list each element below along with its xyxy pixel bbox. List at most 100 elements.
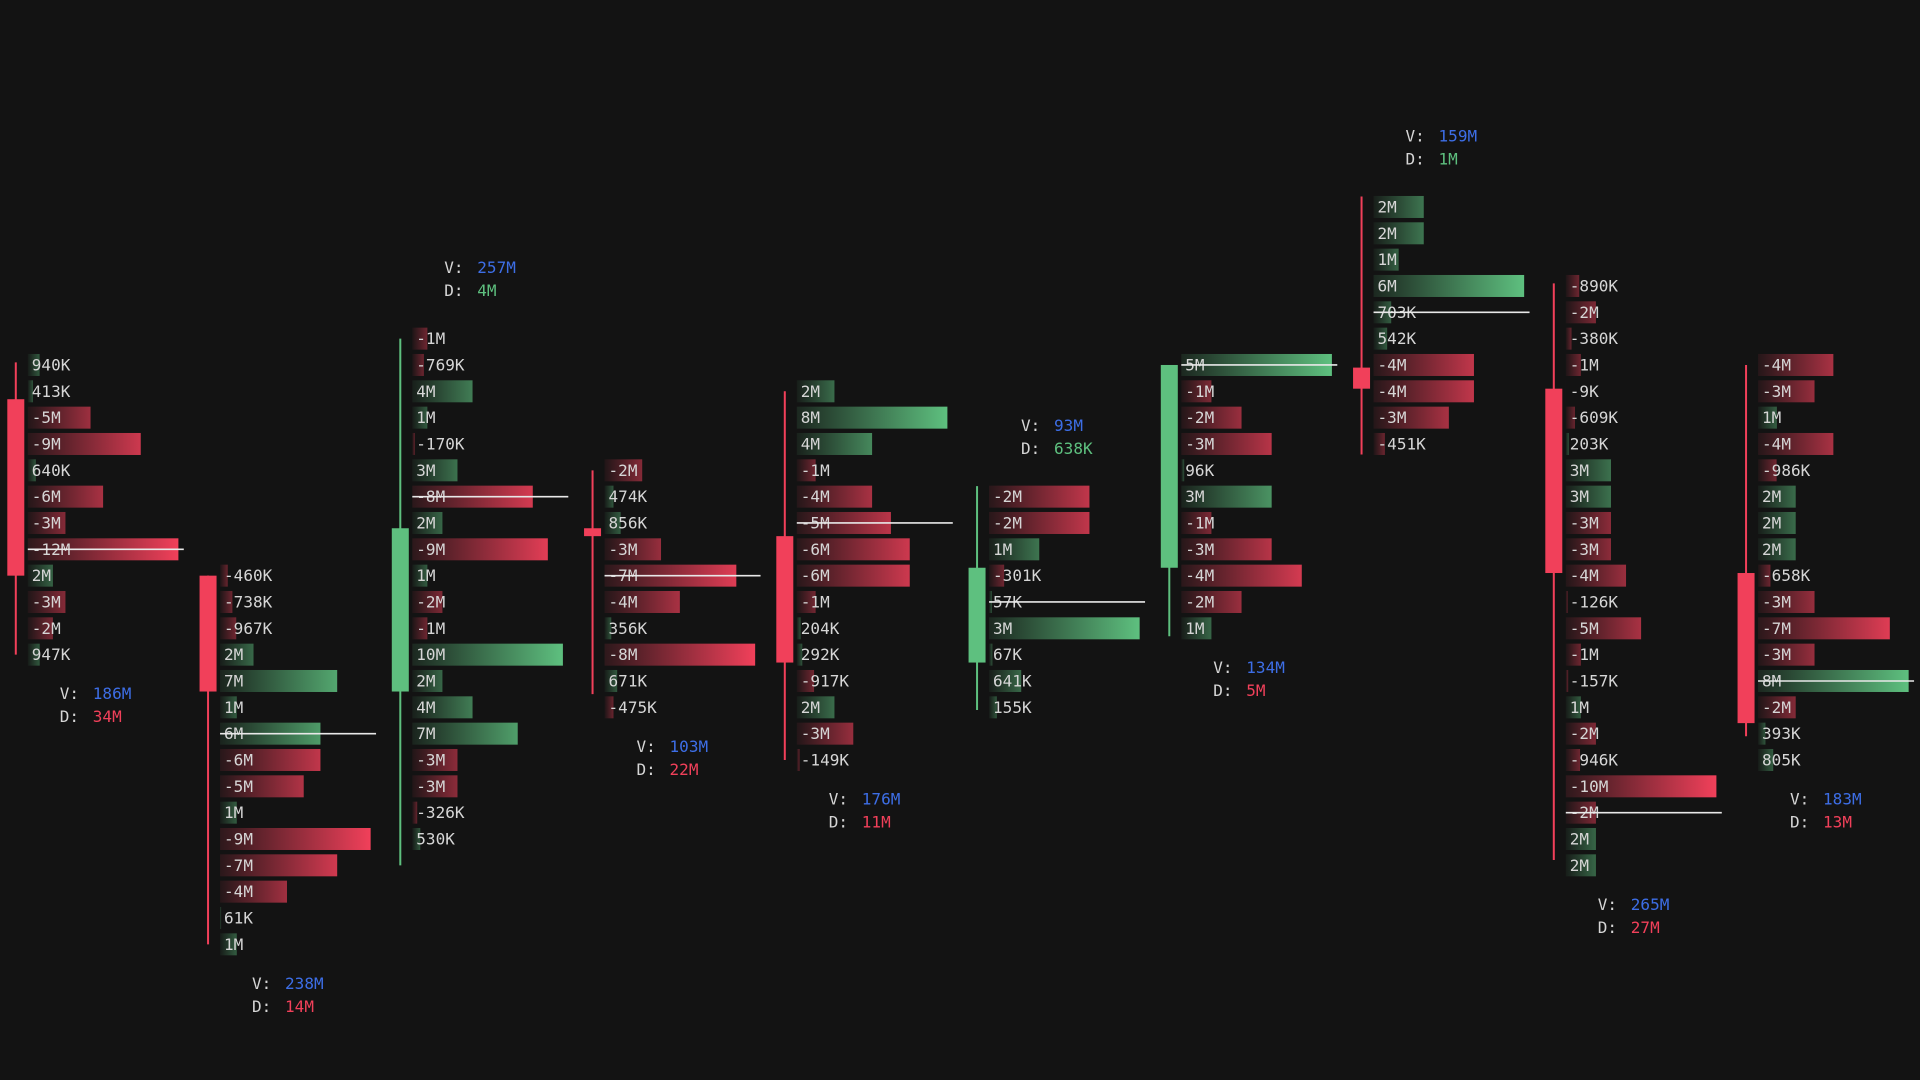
- row-label: -6M: [32, 487, 61, 506]
- volume-label: 186M: [93, 684, 132, 703]
- row-label: -2M: [609, 461, 638, 480]
- delta-bar: [412, 432, 415, 455]
- delta-label: 34M: [93, 707, 122, 726]
- row-label: 1M: [1185, 619, 1204, 638]
- row-label: -967K: [224, 619, 273, 638]
- delta-label: 22M: [670, 760, 699, 779]
- volume-label: 93M: [1054, 416, 1083, 435]
- row-label: -4M: [1378, 382, 1407, 401]
- delta-prefix: D:: [637, 760, 656, 779]
- delta-bar: [412, 406, 428, 429]
- delta-bar: [220, 617, 237, 640]
- delta-bar: [1181, 617, 1212, 640]
- row-label: -3M: [32, 513, 61, 532]
- footprint-bar: -1M-769K4M1M-170K3M-8M2M-9M1M-2M-1M10M2M…: [391, 258, 569, 866]
- row-label: 2M: [1378, 224, 1397, 243]
- row-label: -326K: [416, 803, 465, 822]
- row-label: 2M: [1762, 487, 1781, 506]
- row-label: -3M: [1570, 540, 1599, 559]
- delta-bar: [1565, 301, 1596, 324]
- candle-body: [199, 575, 217, 692]
- volume-prefix: V:: [1598, 895, 1617, 914]
- delta-bar: [1565, 511, 1611, 534]
- delta-bar: [1373, 274, 1525, 297]
- delta-prefix: D:: [252, 997, 271, 1016]
- row-label: 2M: [801, 698, 820, 717]
- row-label: -658K: [1762, 566, 1811, 585]
- volume-prefix: V:: [60, 684, 79, 703]
- row-label: -149K: [801, 750, 850, 769]
- row-label: 2M: [801, 382, 820, 401]
- delta-bar: [220, 854, 338, 877]
- delta-bar: [412, 511, 443, 534]
- row-label: -3M: [1185, 434, 1214, 453]
- delta-prefix: D:: [1213, 681, 1232, 700]
- row-label: 2M: [32, 566, 51, 585]
- row-label: 1M: [1378, 250, 1397, 269]
- delta-bar: [604, 590, 680, 613]
- row-label: -4M: [1570, 566, 1599, 585]
- row-label: -1M: [1570, 355, 1599, 374]
- delta-bar: [412, 590, 443, 613]
- row-label: -2M: [1762, 698, 1791, 717]
- volume-label: 265M: [1631, 895, 1670, 914]
- delta-bar: [27, 353, 40, 376]
- delta-bar: [1565, 564, 1627, 587]
- volume-label: 103M: [670, 737, 709, 756]
- row-label: -3M: [1762, 382, 1791, 401]
- delta-bar: [604, 538, 662, 561]
- delta-bar: [604, 617, 612, 640]
- delta-bar: [412, 538, 548, 561]
- row-label: -1M: [801, 461, 830, 480]
- delta-bar: [412, 775, 458, 798]
- row-label: -3M: [416, 750, 445, 769]
- footprint-bar: -4M-3M1M-4M-986K2M2M2M-658K-3M-7M-3M8M-2…: [1737, 353, 1915, 831]
- delta-bar: [1565, 406, 1575, 429]
- delta-bar: [989, 669, 1022, 692]
- delta-bar: [1373, 327, 1388, 350]
- delta-bar: [412, 748, 458, 771]
- row-label: -1M: [801, 592, 830, 611]
- row-label: -3M: [416, 777, 445, 796]
- delta-bar: [796, 696, 835, 719]
- delta-bar: [1758, 485, 1796, 508]
- delta-bar: [220, 696, 237, 719]
- row-label: -9K: [1570, 382, 1599, 401]
- delta-bar: [220, 933, 237, 956]
- row-label: 947K: [32, 645, 71, 664]
- delta-bar: [1758, 511, 1796, 534]
- delta-bar: [1758, 722, 1766, 745]
- candle-body: [968, 567, 986, 663]
- volume-label: 183M: [1823, 789, 1862, 808]
- delta-label: 4M: [477, 281, 496, 300]
- delta-bar: [796, 590, 816, 613]
- delta-bar: [412, 696, 473, 719]
- row-label: -609K: [1570, 408, 1619, 427]
- delta-bar: [1565, 669, 1569, 692]
- delta-bar: [27, 432, 141, 455]
- delta-bar: [1565, 353, 1581, 376]
- delta-bar: [1373, 406, 1449, 429]
- delta-bar: [796, 669, 815, 692]
- delta-prefix: D:: [60, 707, 79, 726]
- row-label: 1M: [993, 540, 1012, 559]
- row-label: 641K: [993, 671, 1032, 690]
- delta-bar: [796, 564, 910, 587]
- candle-body: [7, 399, 25, 576]
- row-label: 3M: [1570, 461, 1589, 480]
- delta-bar: [27, 617, 53, 640]
- delta-bar: [796, 617, 801, 640]
- delta-bar: [412, 643, 563, 666]
- delta-bar: [1758, 406, 1777, 429]
- row-label: -3M: [801, 724, 830, 743]
- row-label: 1M: [224, 698, 243, 717]
- delta-bar: [1565, 775, 1717, 798]
- row-label: 8M: [801, 408, 820, 427]
- row-label: -769K: [416, 355, 465, 374]
- delta-label: 11M: [862, 812, 891, 831]
- row-label: -9M: [416, 540, 445, 559]
- row-label: 96K: [1185, 461, 1214, 480]
- row-label: -7M: [1762, 619, 1791, 638]
- candle-body: [584, 528, 602, 537]
